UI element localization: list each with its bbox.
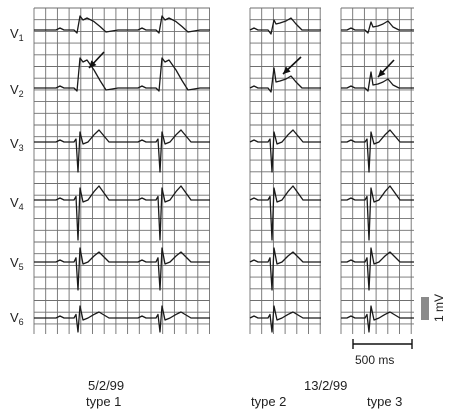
panel-grid-type2 [249,7,321,334]
ecg-trace-type1-lead-1 [34,15,210,34]
voltage-scale-label: 1 mV [432,294,446,322]
lead-label-v3: V3 [10,136,24,153]
panel-grid-type3 [340,7,414,334]
ecg-trace-type2-lead-2 [249,67,321,93]
ecg-trace-type2-lead-6 [249,305,321,333]
lead-label-v4: V4 [10,195,24,212]
arrow-markers [88,51,395,78]
voltage-scale-bar [421,297,429,320]
arrow-head-2 [283,66,291,74]
lead-label-v5: V5 [10,255,24,272]
ecg-trace-type2-lead-3 [249,129,321,173]
panel-label-type2: type 2 [251,394,287,409]
panel-label-type1: type 1 [86,394,122,409]
ecg-trace-type3-lead-5 [341,247,414,291]
lead-label-v2: V2 [10,82,24,99]
ecg-trace-type2-lead-4 [249,185,321,241]
date-second: 13/2/99 [304,378,348,393]
ecg-trace-type1-lead-5 [34,247,210,291]
ecg-trace-type1-lead-6 [34,305,210,333]
ecg-trace-type2-lead-1 [249,17,321,35]
ecg-trace-type3-lead-1 [341,20,414,34]
arrow-head-3 [378,69,386,77]
ecg-trace-type1-lead-3 [34,129,210,173]
lead-label-v1: V1 [10,26,24,43]
ecg-trace-type2-lead-5 [249,247,321,291]
ecg-trace-type3-lead-2 [341,71,414,92]
panel-label-type3: type 3 [367,394,403,409]
date-first: 5/2/99 [88,378,125,393]
time-scale-label: 500 ms [355,353,394,367]
ecg-trace-type1-lead-2 [34,57,210,92]
ecg-trace-type3-lead-4 [341,185,414,241]
lead-label-v6: V6 [10,310,24,327]
ecg-traces [34,15,414,333]
ecg-trace-type3-lead-3 [341,129,414,173]
ecg-trace-type1-lead-4 [34,185,210,241]
ecg-trace-type3-lead-6 [341,305,414,333]
panel-grid-type1 [33,7,210,334]
arrow-head-1 [89,60,97,68]
time-scale-bar [352,339,413,349]
